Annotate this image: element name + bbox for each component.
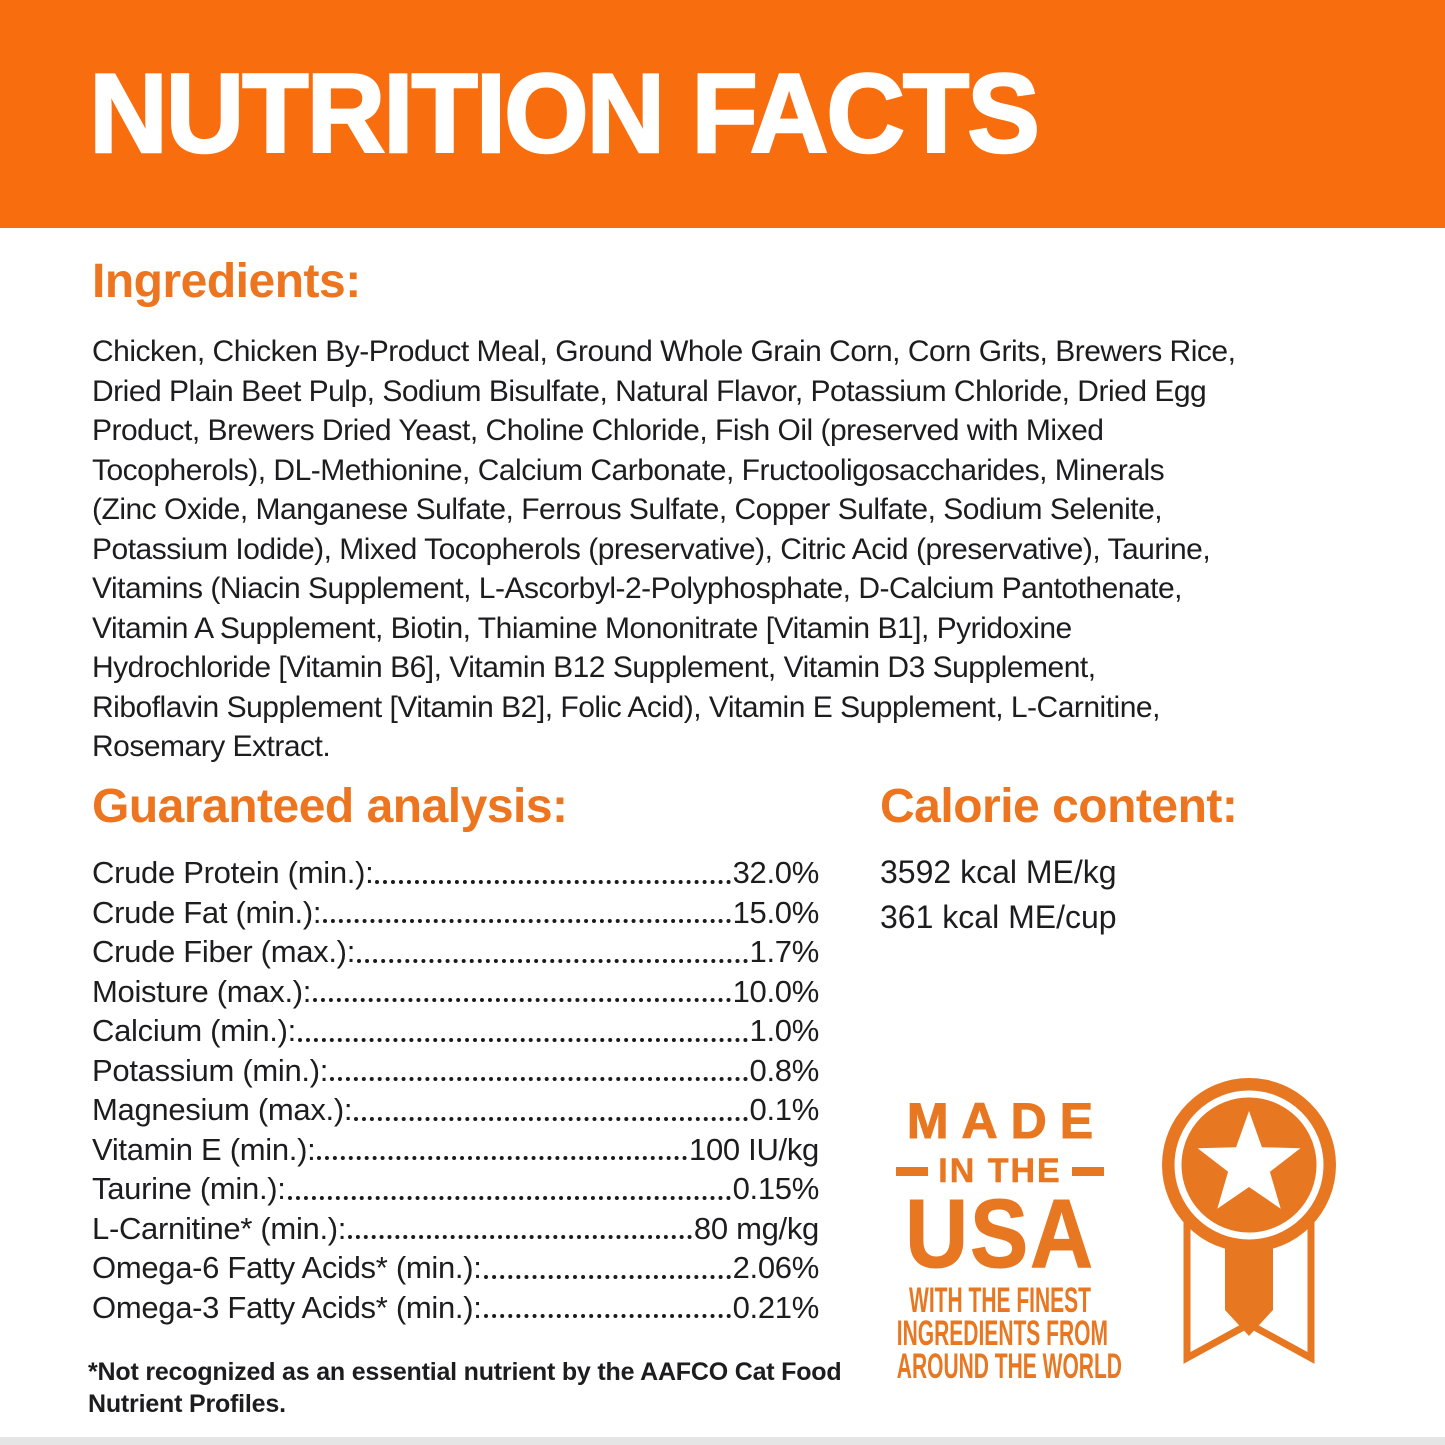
dotted-leader [317, 1156, 687, 1160]
header-banner: NUTRITION FACTS [0, 0, 1445, 228]
calorie-line: 3592 kcal ME/kg [880, 854, 1117, 890]
analysis-label: Calcium (min.): [92, 1013, 296, 1048]
analysis-row: Crude Protein (min.): 32.0% [92, 853, 819, 893]
usa-subtitle-line: AROUND THE WORLD [896, 1347, 1122, 1386]
usa-label: USA [905, 1179, 1095, 1288]
analysis-value: 100 IU/kg [689, 1131, 819, 1167]
usa-subtitle-line: INGREDIENTS FROM [896, 1314, 1108, 1353]
dotted-leader [287, 1195, 731, 1200]
analysis-label: L-Carnitine* (min.): [92, 1210, 347, 1246]
analysis-value: 80 mg/kg [693, 1210, 819, 1246]
analysis-label: Omega-3 Fatty Acids* (min.): [92, 1289, 482, 1325]
analysis-label: Crude Fat (min.): [92, 894, 322, 930]
analysis-row: Omega-3 Fatty Acids* (min.): 0.21% [92, 1288, 819, 1328]
analysis-row: Magnesium (max.): 0.1% [92, 1090, 819, 1130]
analysis-value: 0.8% [749, 1052, 820, 1088]
analysis-row: Crude Fiber (max.): 1.7% [92, 932, 819, 972]
analysis-label: Vitamin E (min.): [92, 1131, 316, 1167]
dotted-leader [483, 1314, 731, 1318]
analysis-row: Potassium (min.): 0.8% [92, 1051, 819, 1091]
analysis-value: 10.0% [732, 973, 820, 1009]
made-in-usa-block: MADE IN THE USA WITH THE FINEST INGREDIE… [828, 1086, 1172, 1386]
made-label: MADE [906, 1093, 1107, 1149]
footnote-line: Nutrient Profiles. [88, 1390, 286, 1418]
analysis-value: 0.21% [732, 1289, 820, 1325]
analysis-label: Magnesium (max.): [92, 1092, 353, 1127]
in-the-label-row: IN THE [828, 1154, 1172, 1188]
ingredients-line: Tocopherols), DL-Methionine, Calcium Car… [92, 453, 1165, 487]
dotted-leader [354, 1116, 748, 1121]
dotted-leader [375, 879, 731, 884]
usa-subtitle-line: WITH THE FINEST [909, 1281, 1091, 1320]
dash-bar-icon [896, 1166, 929, 1176]
dash-bar-icon [1071, 1166, 1104, 1176]
ingredients-heading: Ingredients: [92, 255, 361, 308]
dotted-leader [357, 958, 748, 963]
analysis-label: Crude Protein (min.): [92, 855, 374, 890]
ingredients-line: Hydrochloride [Vitamin B6], Vitamin B12 … [92, 651, 1096, 684]
analysis-row: Vitamin E (min.): 100 IU/kg [92, 1130, 819, 1170]
ingredients-line: Product, Brewers Dried Yeast, Choline Ch… [92, 414, 1104, 447]
analysis-row: Calcium (min.): 1.0% [92, 1011, 819, 1051]
analysis-value: 32.0% [732, 855, 820, 890]
footnote: *Not recognized as an essential nutrient… [88, 1356, 842, 1420]
guaranteed-analysis-table: Crude Protein (min.): 32.0% Crude Fat (mi… [92, 853, 819, 1327]
analysis-value: 2.06% [732, 1250, 820, 1285]
analysis-label: Taurine (min.): [92, 1171, 286, 1206]
analysis-row: Moisture (max.): 10.0% [92, 972, 819, 1012]
ingredients-line: Chicken, Chicken By-Product Meal, Ground… [92, 335, 1236, 368]
analysis-value: 1.7% [749, 934, 820, 969]
dotted-leader [313, 998, 731, 1002]
bottom-edge-strip [0, 1437, 1445, 1445]
ingredients-line: Vitamin A Supplement, Biotin, Thiamine M… [92, 611, 1072, 645]
dotted-leader [348, 1235, 692, 1239]
dotted-leader [297, 1037, 748, 1042]
calorie-line: 361 kcal ME/cup [880, 899, 1117, 935]
ingredients-paragraph: Chicken, Chicken By-Product Meal, Ground… [92, 332, 1236, 767]
in-the-label: IN THE [938, 1152, 1062, 1190]
page-title: NUTRITION FACTS [88, 51, 1041, 176]
analysis-label: Potassium (min.): [92, 1052, 329, 1088]
ingredients-line: Potassium Iodide), Mixed Tocopherols (pr… [92, 532, 1211, 566]
ingredients-line: Vitamins (Niacin Supplement, L-Ascorbyl-… [92, 572, 1183, 605]
award-ribbon-star-icon [1162, 1078, 1336, 1364]
analysis-value: 15.0% [732, 894, 820, 930]
dotted-leader [323, 919, 731, 923]
analysis-value: 0.15% [732, 1171, 820, 1206]
analysis-row: Crude Fat (min.): 15.0% [92, 893, 819, 933]
ingredients-line: Rosemary Extract. [92, 730, 331, 763]
ingredients-line: Dried Plain Beet Pulp, Sodium Bisulfate,… [92, 374, 1207, 408]
footnote-line: *Not recognized as an essential nutrient… [88, 1358, 842, 1386]
usa-subtitle: WITH THE FINEST INGREDIENTS FROM AROUND … [828, 1281, 1172, 1386]
ingredients-line: (Zinc Oxide, Manganese Sulfate, Ferrous … [92, 493, 1163, 526]
calorie-content-heading: Calorie content: [880, 780, 1238, 833]
calorie-content-values: 3592 kcal ME/kg 361 kcal ME/cup [880, 850, 1117, 940]
dotted-leader [330, 1077, 748, 1081]
analysis-row: Taurine (min.): 0.15% [92, 1169, 819, 1209]
dotted-leader [483, 1274, 731, 1279]
analysis-value: 0.1% [749, 1092, 820, 1127]
ingredients-line: Riboflavin Supplement [Vitamin B2], Foli… [92, 690, 1160, 724]
analysis-row: L-Carnitine* (min.): 80 mg/kg [92, 1209, 819, 1249]
analysis-value: 1.0% [749, 1013, 820, 1048]
analysis-label: Moisture (max.): [92, 973, 312, 1009]
analysis-label: Crude Fiber (max.): [92, 934, 356, 969]
analysis-label: Omega-6 Fatty Acids* (min.): [92, 1250, 482, 1285]
analysis-row: Omega-6 Fatty Acids* (min.): 2.06% [92, 1248, 819, 1288]
guaranteed-analysis-heading: Guaranteed analysis: [92, 780, 568, 833]
